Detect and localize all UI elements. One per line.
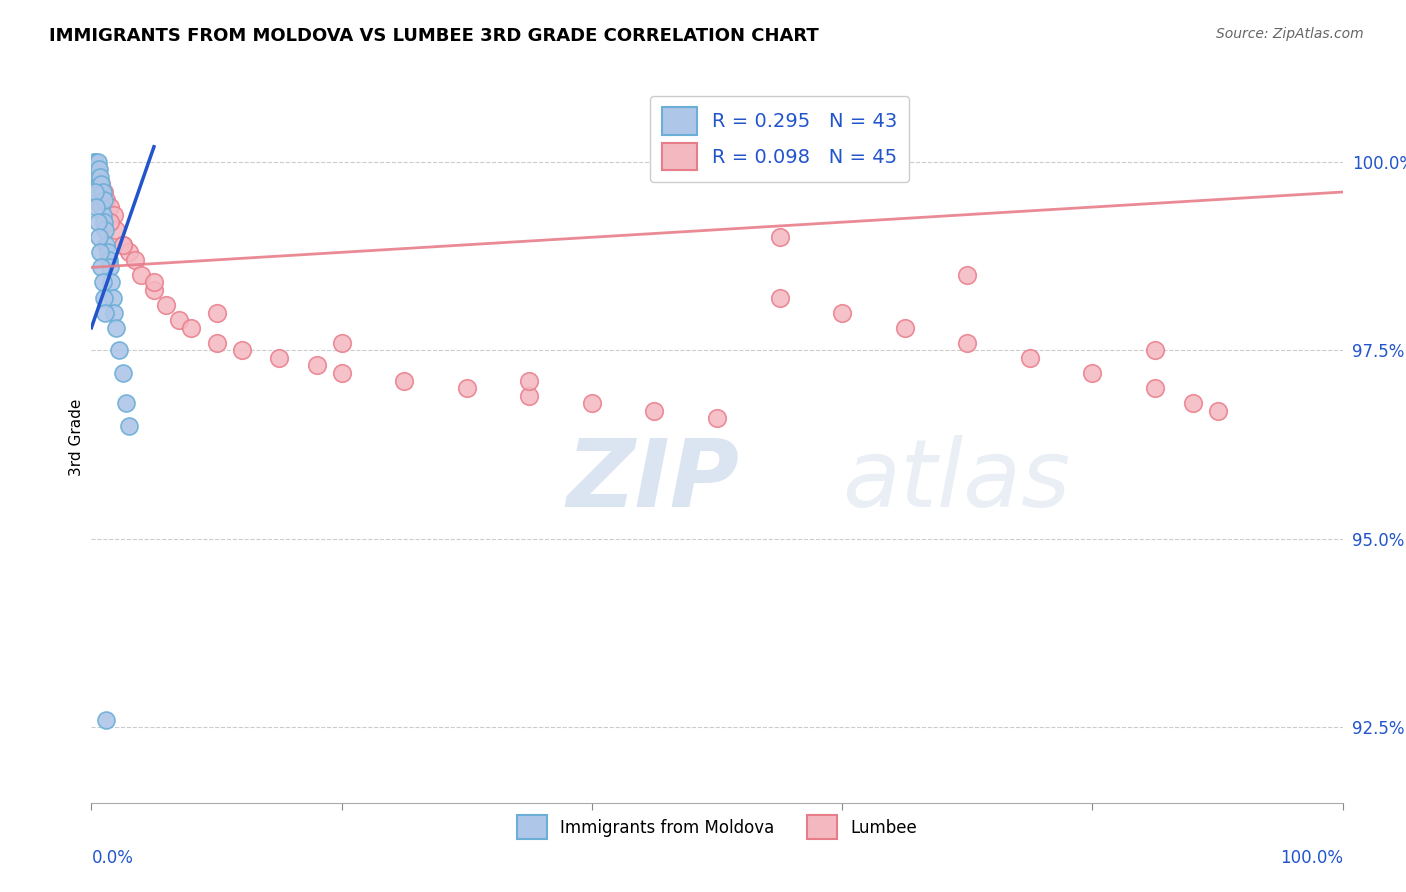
Point — [167, 313, 190, 327]
Point — [581, 396, 603, 410]
Point — [94, 306, 117, 320]
Point — [94, 223, 117, 237]
Point — [84, 154, 107, 169]
Point — [392, 374, 415, 388]
Point — [330, 366, 353, 380]
Point — [103, 306, 125, 320]
Point — [101, 291, 124, 305]
Text: ZIP: ZIP — [567, 435, 740, 527]
Point — [86, 169, 108, 184]
Point — [115, 396, 138, 410]
Point — [124, 252, 146, 267]
Point — [87, 162, 110, 177]
Point — [1181, 396, 1204, 410]
Point — [86, 215, 108, 229]
Point — [267, 351, 290, 365]
Point — [90, 260, 112, 275]
Text: atlas: atlas — [842, 435, 1070, 526]
Point — [93, 291, 115, 305]
Point — [97, 245, 120, 260]
Point — [105, 223, 128, 237]
Text: 100.0%: 100.0% — [1279, 849, 1343, 867]
Point — [91, 208, 114, 222]
Point — [98, 200, 121, 214]
Point — [108, 343, 131, 358]
Point — [83, 162, 105, 177]
Point — [96, 713, 118, 727]
Point — [1206, 403, 1229, 417]
Point — [96, 237, 118, 252]
Point — [87, 178, 110, 192]
Point — [118, 245, 141, 260]
Point — [97, 252, 120, 267]
Point — [456, 381, 478, 395]
Point — [89, 245, 111, 260]
Point — [89, 193, 111, 207]
Point — [86, 162, 108, 177]
Point — [96, 193, 118, 207]
Point — [100, 276, 122, 290]
Point — [98, 260, 121, 275]
Point — [517, 374, 540, 388]
Point — [155, 298, 177, 312]
Point — [84, 193, 107, 207]
Point — [84, 185, 107, 199]
Point — [831, 306, 853, 320]
Point — [111, 237, 134, 252]
Point — [768, 230, 790, 244]
Point — [86, 185, 108, 199]
Point — [894, 320, 917, 334]
Point — [205, 306, 228, 320]
Point — [93, 193, 115, 207]
Text: IMMIGRANTS FROM MOLDOVA VS LUMBEE 3RD GRADE CORRELATION CHART: IMMIGRANTS FROM MOLDOVA VS LUMBEE 3RD GR… — [49, 27, 818, 45]
Point — [103, 208, 125, 222]
Point — [86, 154, 108, 169]
Point — [180, 320, 202, 334]
Point — [87, 230, 110, 244]
Point — [86, 178, 108, 192]
Point — [1143, 343, 1166, 358]
Point — [83, 154, 105, 169]
Point — [143, 276, 166, 290]
Point — [86, 162, 108, 177]
Point — [205, 335, 228, 350]
Legend: Immigrants from Moldova, Lumbee: Immigrants from Moldova, Lumbee — [510, 809, 924, 846]
Point — [131, 268, 153, 282]
Point — [305, 359, 328, 373]
Text: 0.0%: 0.0% — [91, 849, 134, 867]
Point — [98, 215, 121, 229]
Point — [111, 366, 134, 380]
Point — [93, 215, 115, 229]
Point — [90, 200, 112, 214]
Point — [1018, 351, 1040, 365]
Point — [517, 389, 540, 403]
Point — [105, 320, 128, 334]
Point — [706, 411, 728, 425]
Point — [956, 268, 979, 282]
Point — [91, 185, 114, 199]
Y-axis label: 3rd Grade: 3rd Grade — [69, 399, 84, 475]
Point — [118, 418, 141, 433]
Point — [111, 237, 134, 252]
Point — [84, 169, 107, 184]
Point — [86, 200, 108, 214]
Point — [89, 169, 111, 184]
Point — [1143, 381, 1166, 395]
Point — [84, 169, 107, 184]
Point — [231, 343, 253, 358]
Point — [90, 178, 112, 192]
Point — [956, 335, 979, 350]
Point — [330, 335, 353, 350]
Point — [91, 276, 114, 290]
Point — [643, 403, 665, 417]
Text: Source: ZipAtlas.com: Source: ZipAtlas.com — [1216, 27, 1364, 41]
Point — [1081, 366, 1104, 380]
Point — [90, 178, 112, 192]
Point — [143, 283, 166, 297]
Point — [93, 185, 115, 199]
Point — [768, 291, 790, 305]
